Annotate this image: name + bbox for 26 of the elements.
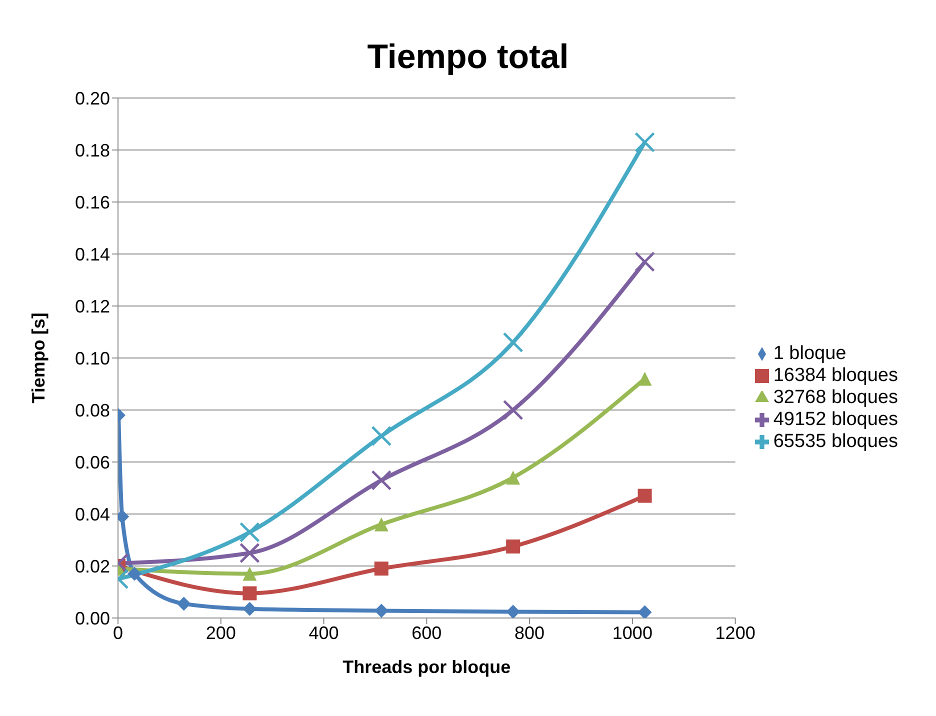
x-tick-label: 1200: [715, 622, 756, 643]
x-tick-label: 800: [514, 622, 545, 643]
y-tick-label: 0.16: [74, 192, 110, 212]
x-tick-label: 200: [206, 622, 236, 643]
y-tick-label: 0.20: [74, 88, 110, 108]
legend-label: 32768 bloques: [773, 387, 898, 408]
legend-label: 1 bloque: [773, 343, 846, 364]
x-tick-label: 1000: [612, 622, 652, 643]
x-tick-label: 400: [308, 622, 339, 643]
x-axis-title: Threads por bloque: [342, 657, 511, 677]
y-tick-label: 0.06: [74, 452, 110, 472]
y-tick-label: 0.18: [74, 140, 110, 160]
y-tick-label: 0.14: [74, 244, 110, 264]
x-tick-label: 0: [112, 622, 124, 643]
y-axis-title: Tiempo [s]: [28, 312, 48, 404]
y-tick-label: 0.10: [74, 348, 110, 368]
legend-label: 49152 bloques: [773, 409, 898, 430]
legend-label: 65535 bloques: [773, 431, 898, 452]
y-tick-label: 0.04: [74, 504, 110, 524]
y-tick-label: 0.00: [74, 608, 110, 628]
legend-label: 16384 bloques: [773, 365, 898, 386]
x-tick-label: 600: [412, 622, 442, 643]
chart-title: Tiempo total: [366, 37, 570, 78]
y-tick-label: 0.02: [74, 556, 110, 576]
y-tick-label: 0.12: [74, 296, 110, 316]
y-tick-label: 0.08: [74, 400, 110, 420]
